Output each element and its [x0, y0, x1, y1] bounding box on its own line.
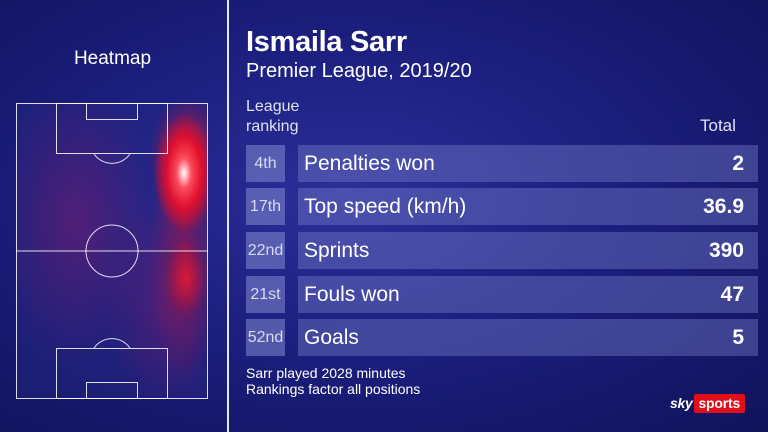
rank-badge: 22nd: [246, 232, 285, 269]
rank-badge: 21st: [246, 276, 285, 313]
stat-row-top-speed: 17th Top speed (km/h) 36.9: [246, 188, 758, 225]
footnote: Sarr played 2028 minutes Rankings factor…: [246, 365, 420, 397]
logo-sports-text: sports: [694, 393, 746, 413]
heat-layer: [16, 103, 208, 399]
pitch-markings: [16, 103, 208, 399]
stat-bar: Penalties won 2: [298, 145, 758, 182]
stat-bar: Sprints 390: [298, 232, 758, 269]
competition-subtitle: Premier League, 2019/20: [246, 60, 472, 82]
stat-label: Fouls won: [304, 283, 400, 306]
sky-sports-logo: sky sports: [670, 393, 746, 413]
stat-value: 5: [732, 326, 744, 349]
vertical-divider: [227, 0, 229, 432]
rank-badge: 52nd: [246, 319, 285, 356]
stat-label: Goals: [304, 326, 359, 349]
stat-row-penalties-won: 4th Penalties won 2: [246, 145, 758, 182]
stat-label: Top speed (km/h): [304, 195, 467, 218]
stat-label: Sprints: [304, 239, 370, 262]
league-ranking-header: League ranking: [246, 97, 299, 137]
stat-row-fouls-won: 21st Fouls won 47: [246, 276, 758, 313]
league-ranking-header-line1: League: [246, 98, 300, 115]
heatmap-pitch: [16, 103, 208, 399]
stat-bar: Fouls won 47: [298, 276, 758, 313]
stat-label: Penalties won: [304, 152, 435, 175]
logo-sky-text: sky: [670, 395, 693, 411]
stat-value: 2: [732, 152, 744, 175]
stat-value: 390: [708, 239, 744, 262]
stat-row-sprints: 22nd Sprints 390: [246, 232, 758, 269]
stat-bar: Top speed (km/h) 36.9: [298, 188, 758, 225]
heatmap-title: Heatmap: [73, 48, 152, 69]
stat-value: 36.9: [703, 195, 744, 218]
stat-row-goals: 52nd Goals 5: [246, 319, 758, 356]
stat-value: 47: [720, 283, 744, 306]
rank-badge: 4th: [246, 145, 285, 182]
footnote-rankings: Rankings factor all positions: [246, 381, 421, 397]
league-ranking-header-line2: ranking: [246, 118, 299, 135]
player-name: Ismaila Sarr: [246, 26, 407, 58]
footnote-minutes: Sarr played 2028 minutes: [246, 365, 406, 381]
stat-bar: Goals 5: [298, 319, 758, 356]
total-header: Total: [700, 116, 736, 135]
rank-badge: 17th: [246, 188, 285, 225]
